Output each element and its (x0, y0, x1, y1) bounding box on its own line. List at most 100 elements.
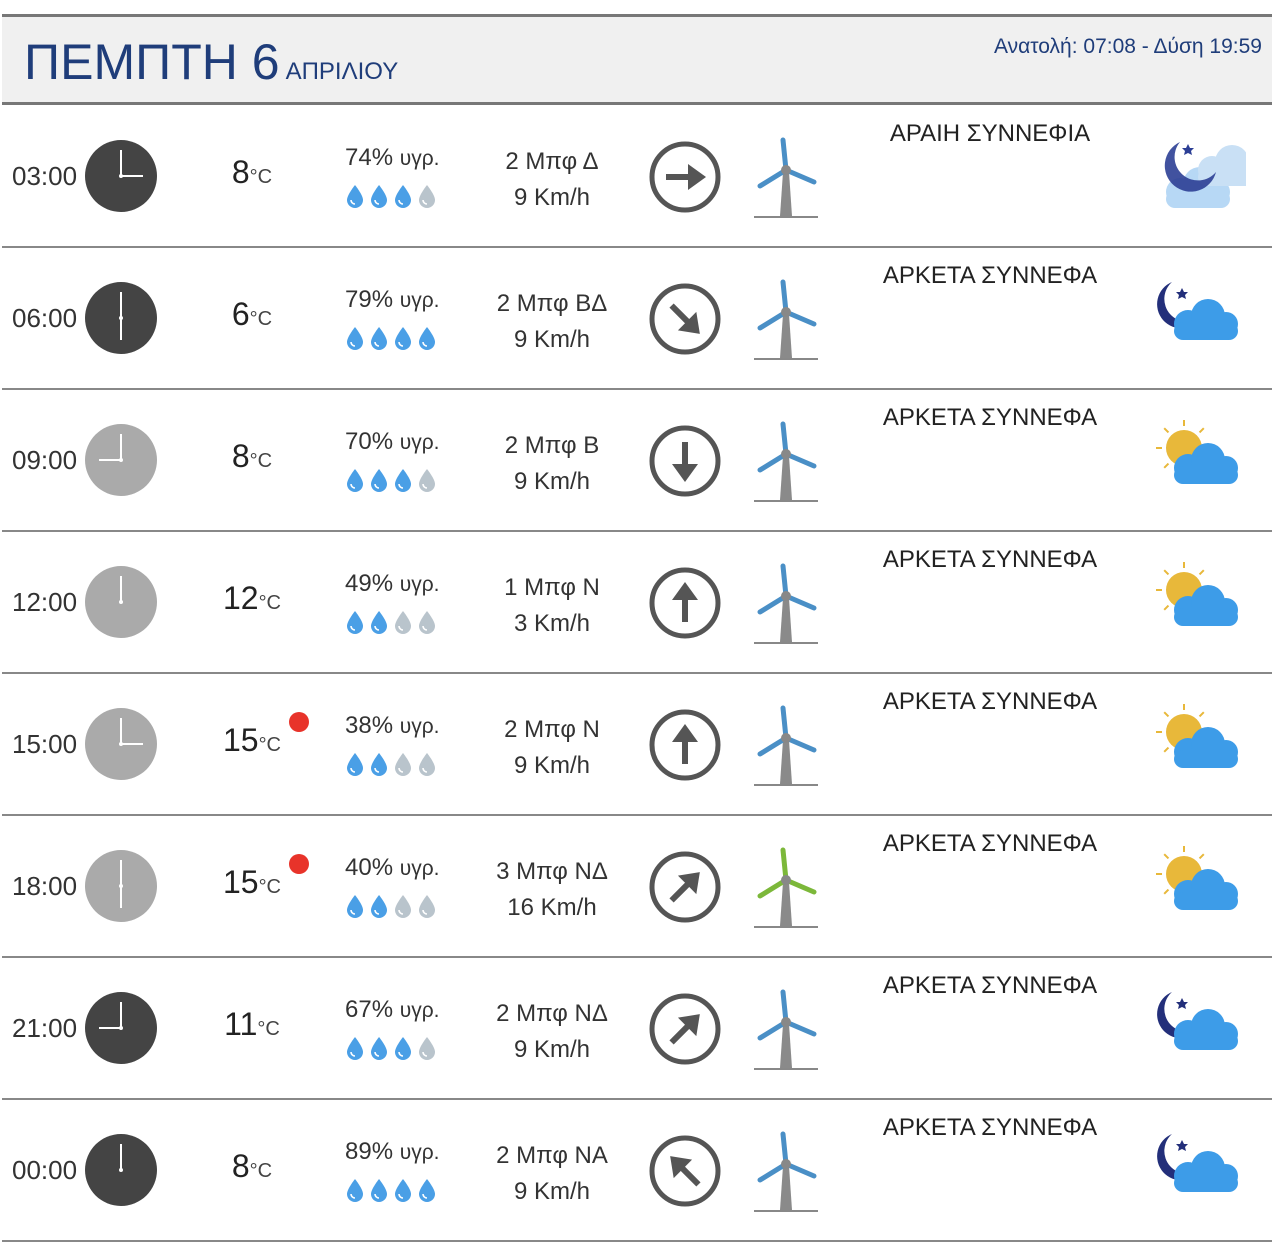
wind-turbine-icon (750, 1130, 822, 1214)
humidity: 70% υγρ. (345, 428, 439, 456)
forecast-row: 18:00 15°C 40% υγρ. 3 Μπφ ΝΔ 16 Km/h ΑΡΚΕ… (2, 816, 1272, 958)
day-cloudy-icon (1150, 562, 1246, 642)
night-cloudy-icon (1150, 278, 1246, 358)
humidity-unit: υγρ. (399, 573, 440, 596)
clock-icon (85, 282, 157, 354)
temperature-unit: °C (258, 592, 282, 614)
temperature-unit: °C (257, 1018, 280, 1040)
temperature-unit: °C (249, 166, 273, 188)
drop-icon (417, 752, 437, 781)
wind-info: 3 Μπφ ΝΔ 16 Km/h (472, 854, 632, 926)
temperature-value: 8 (231, 438, 250, 474)
temperature: 8°C (202, 154, 302, 191)
wind-direction-arrow-icon (648, 708, 722, 782)
humidity-unit: υγρ. (399, 857, 440, 880)
humidity-value: 40% (345, 854, 394, 881)
forecast-row: 09:00 8°C 70% υγρ. 2 Μπφ Β 9 Km/h ΑΡΚΕΤΑ … (2, 390, 1272, 532)
drop-icon (393, 752, 413, 781)
drop-icon (393, 610, 413, 639)
humidity: 38% υγρ. (345, 712, 439, 740)
wind-turbine-icon (750, 704, 822, 788)
drop-icon (417, 326, 437, 355)
drop-icon (369, 184, 389, 213)
clock-icon (85, 1134, 157, 1206)
forecast-row: 03:00 8°C 74% υγρ. 2 Μπφ Δ 9 Km/h ΑΡΑΙΗ Σ… (2, 106, 1272, 248)
drop-icon (393, 1036, 413, 1065)
drop-icon (417, 468, 437, 497)
drop-icon (369, 894, 389, 923)
temperature-value: 15 (222, 722, 259, 758)
humidity-drops (345, 326, 437, 355)
month-name: ΑΠΡΙΛΙΟΥ (285, 58, 399, 85)
day-header: ΠΕΜΠΤΗ 6 ΑΠΡΙΛΙΟΥ Ανατολή: 07:08 - Δύση 1… (2, 14, 1272, 105)
forecast-row: 00:00 8°C 89% υγρ. 2 Μπφ ΝΑ 9 Km/h ΑΡΚΕΤΑ… (2, 1100, 1272, 1242)
wind-turbine-icon (750, 988, 822, 1072)
drop-icon (345, 894, 365, 923)
wind-speed: 16 Km/h (507, 894, 597, 921)
drop-icon (369, 1036, 389, 1065)
clock-icon (85, 424, 157, 496)
humidity-unit: υγρ. (399, 289, 440, 312)
high-temp-indicator-icon (289, 854, 309, 874)
temperature: 8°C (202, 1148, 302, 1185)
wind-info: 1 Μπφ Ν 3 Km/h (472, 570, 632, 642)
day-name: ΠΕΜΠΤΗ 6 (24, 34, 280, 90)
drop-icon (417, 1178, 437, 1207)
weather-description: ΑΡΚΕΤΑ ΣΥΝΝΕΦΑ (882, 972, 1098, 999)
weather-description: ΑΡΚΕΤΑ ΣΥΝΝΕΦΑ (882, 546, 1098, 573)
wind-turbine-icon (750, 420, 822, 504)
wind-direction-arrow-icon (648, 992, 722, 1066)
drop-icon (345, 326, 365, 355)
wind-speed: 9 Km/h (513, 1178, 591, 1205)
drop-icon (393, 468, 413, 497)
forecast-row: 06:00 6°C 79% υγρ. 2 Μπφ ΒΔ 9 Km/h ΑΡΚΕΤΑ… (2, 248, 1272, 390)
drop-icon (417, 1036, 437, 1065)
wind-beaufort: 2 Μπφ Δ (505, 148, 599, 175)
temperature-value: 6 (231, 296, 250, 332)
drop-icon (345, 1036, 365, 1065)
humidity-drops (345, 468, 437, 497)
temperature: 6°C (202, 296, 302, 333)
forecast-row: 21:00 11°C 67% υγρ. 2 Μπφ ΝΔ 9 Km/h ΑΡΚΕΤ… (2, 958, 1272, 1100)
wind-speed: 3 Km/h (513, 610, 591, 637)
forecast-row: 12:00 12°C 49% υγρ. 1 Μπφ Ν 3 Km/h ΑΡΚΕΤΑ… (2, 532, 1272, 674)
wind-turbine-icon (750, 846, 822, 930)
wind-direction-arrow-icon (648, 424, 722, 498)
time-label: 12:00 (12, 587, 78, 617)
forecast-row: 15:00 15°C 38% υγρ. 2 Μπφ Ν 9 Km/h ΑΡΚΕΤΑ… (2, 674, 1272, 816)
wind-info: 2 Μπφ ΝΑ 9 Km/h (472, 1138, 632, 1210)
temperature-value: 11 (224, 1006, 258, 1042)
wind-beaufort: 2 Μπφ Β (504, 432, 600, 459)
time-label: 09:00 (12, 445, 78, 475)
drop-icon (393, 326, 413, 355)
clock-icon (85, 992, 157, 1064)
wind-beaufort: 3 Μπφ ΝΔ (496, 858, 608, 885)
drop-icon (369, 1178, 389, 1207)
drop-icon (369, 752, 389, 781)
time-label: 15:00 (12, 729, 78, 759)
wind-speed: 9 Km/h (513, 1036, 591, 1063)
day-title: ΠΕΜΠΤΗ 6 ΑΠΡΙΛΙΟΥ (24, 33, 398, 91)
weather-description: ΑΡΚΕΤΑ ΣΥΝΝΕΦΑ (882, 688, 1098, 715)
humidity-value: 89% (345, 1138, 394, 1165)
drop-icon (393, 894, 413, 923)
temperature-unit: °C (258, 734, 282, 756)
humidity: 49% υγρ. (345, 570, 439, 598)
temperature: 11°C (202, 1006, 302, 1043)
humidity-value: 38% (345, 712, 394, 739)
night-cloudy-icon (1150, 1130, 1246, 1210)
temperature-value: 15 (222, 864, 259, 900)
wind-direction-arrow-icon (648, 850, 722, 924)
wind-speed: 9 Km/h (513, 326, 591, 353)
time-label: 00:00 (12, 1155, 78, 1185)
humidity: 74% υγρ. (345, 144, 439, 172)
time-label: 21:00 (12, 1013, 78, 1043)
humidity: 67% υγρ. (345, 996, 439, 1024)
humidity-value: 67% (345, 996, 394, 1023)
drop-icon (393, 1178, 413, 1207)
humidity-unit: υγρ. (399, 147, 440, 170)
clock-icon (85, 708, 157, 780)
sunrise-sunset: Ανατολή: 07:08 - Δύση 19:59 (994, 35, 1262, 58)
wind-info: 2 Μπφ Δ 9 Km/h (472, 144, 632, 216)
humidity-value: 70% (345, 428, 394, 455)
